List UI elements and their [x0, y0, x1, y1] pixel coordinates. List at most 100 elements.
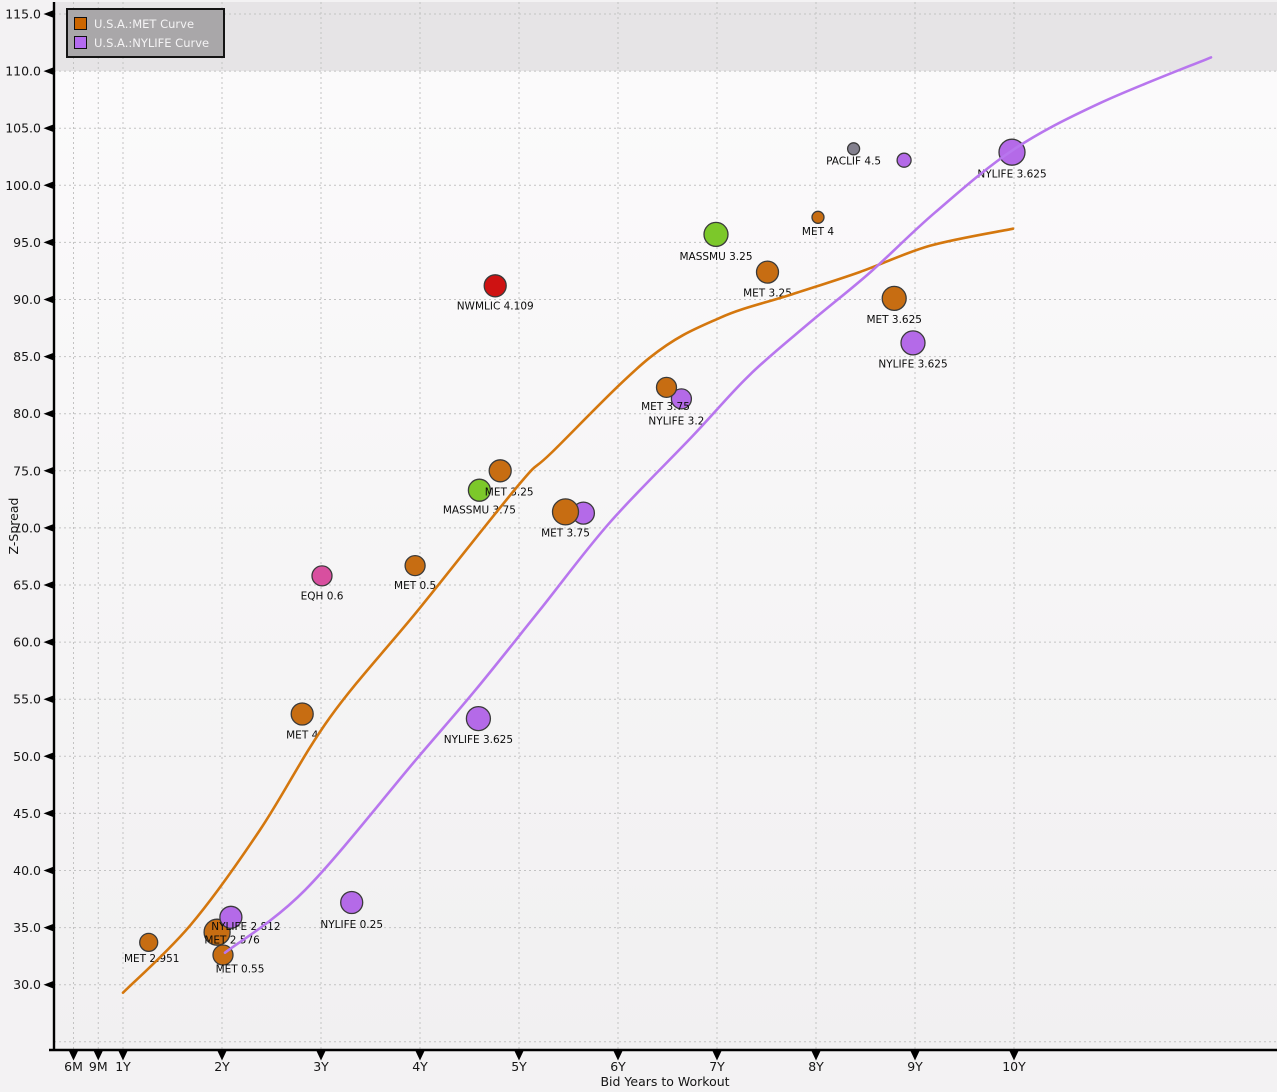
- point-label-met-4: MET 4: [286, 730, 318, 742]
- y-tick-arrow-110: [43, 67, 54, 76]
- data-point-met-3-25[interactable]: [755, 260, 780, 284]
- point-label-nylife-3-625: NYLIFE 3.625: [444, 734, 513, 746]
- y-tick-arrow-105: [43, 124, 54, 133]
- point-label-paclif-4-5: PACLIF 4.5: [826, 155, 881, 167]
- curve-met: [121, 227, 1015, 994]
- y-tick-label-100: 100.0: [5, 178, 41, 193]
- met-curve-swatch: [74, 17, 87, 30]
- data-point-nylife-3-2[interactable]: [670, 388, 693, 410]
- data-point-met-4[interactable]: [811, 210, 825, 224]
- data-point-nylife-2-812[interactable]: [219, 905, 243, 929]
- x-tick-label-2Y: 2Y: [214, 1059, 230, 1074]
- legend-item-nylife[interactable]: U.S.A.:NYLIFE Curve: [74, 35, 217, 51]
- y-tick-label-65: 65.0: [13, 578, 41, 593]
- y-tick-label-50: 50.0: [13, 749, 41, 764]
- y-tick-label-35: 35.0: [13, 920, 41, 935]
- y-tick-label-70: 70.0: [13, 520, 41, 535]
- y-tick-label-110: 110.0: [5, 64, 41, 79]
- x-tick-arrow-4Y: [415, 1051, 425, 1061]
- x-tick-label-9M: 9M: [89, 1059, 108, 1074]
- y-tick-arrow-115: [43, 10, 54, 18]
- x-tick-arrow-1Y: [118, 1051, 128, 1061]
- data-point-met-2-951[interactable]: [139, 932, 159, 953]
- data-point-nylife-3-625[interactable]: [998, 138, 1026, 166]
- data-point-met-3-25[interactable]: [488, 459, 512, 483]
- nylife-curve-swatch: [74, 36, 87, 49]
- y-tick-arrow-35: [43, 923, 54, 932]
- point-label-nylife-3-625: NYLIFE 3.625: [977, 169, 1046, 181]
- data-point-nylife-20[interactable]: [896, 152, 912, 168]
- point-label-met-0-5: MET 0.5: [394, 580, 436, 592]
- y-tick-label-90: 90.0: [13, 292, 41, 307]
- y-tick-arrow-30: [43, 980, 54, 989]
- y-tick-arrow-40: [43, 866, 54, 875]
- top-band: [54, 2, 1277, 72]
- point-label-met-2-576: MET 2.576: [204, 935, 260, 947]
- y-tick-label-75: 75.0: [13, 463, 41, 478]
- data-point-nylife-3-625[interactable]: [465, 705, 492, 732]
- y-tick-arrow-90: [43, 295, 54, 304]
- x-tick-label-9Y: 9Y: [907, 1059, 923, 1074]
- y-tick-arrow-100: [43, 181, 54, 190]
- y-tick-arrow-55: [43, 695, 54, 704]
- x-tick-label-7Y: 7Y: [709, 1059, 725, 1074]
- point-label-met-3-25: MET 3.25: [485, 486, 534, 498]
- data-point-paclif-4-5[interactable]: [846, 142, 861, 156]
- point-label-nylife-2-812: NYLIFE 2.812: [211, 921, 280, 933]
- point-label-massmu-3-75: MASSMU 3.75: [443, 505, 516, 517]
- x-tick-label-6Y: 6Y: [610, 1059, 626, 1074]
- x-tick-label-1Y: 1Y: [115, 1059, 131, 1074]
- y-tick-arrow-45: [43, 809, 54, 818]
- x-tick-arrow-7Y: [712, 1051, 722, 1061]
- x-tick-label-6M: 6M: [64, 1059, 83, 1074]
- x-tick-label-3Y: 3Y: [313, 1059, 329, 1074]
- x-tick-arrow-8Y: [811, 1051, 821, 1061]
- x-tick-label-8Y: 8Y: [808, 1059, 824, 1074]
- data-point-massmu-3-75[interactable]: [467, 478, 492, 502]
- x-axis-title: Bid Years to Workout: [600, 1074, 730, 1089]
- point-label-eqh-0-6: EQH 0.6: [301, 590, 344, 602]
- y-tick-arrow-50: [43, 752, 54, 761]
- data-point-met-3-75[interactable]: [551, 498, 580, 526]
- plot-background: [54, 2, 1277, 1050]
- data-point-nylife-3-625[interactable]: [900, 330, 926, 356]
- y-tick-label-60: 60.0: [13, 635, 41, 650]
- data-point-met-3-625[interactable]: [881, 285, 907, 312]
- x-tick-arrow-6Y: [613, 1051, 623, 1061]
- data-point-met-3-75[interactable]: [655, 376, 678, 399]
- y-tick-arrow-85: [43, 352, 54, 361]
- x-tick-label-10Y: 10Y: [1002, 1059, 1026, 1074]
- y-tick-label-55: 55.0: [13, 692, 41, 707]
- legend: U.S.A.:MET Curve U.S.A.:NYLIFE Curve: [66, 8, 225, 58]
- y-tick-arrow-80: [43, 409, 54, 418]
- y-tick-label-115: 115.0: [5, 7, 41, 22]
- data-point-met-0-5[interactable]: [404, 554, 426, 577]
- x-tick-label-4Y: 4Y: [412, 1059, 428, 1074]
- point-label-nylife-3-625: NYLIFE 3.625: [878, 358, 947, 370]
- y-axis-title: Z-Spread: [6, 497, 21, 555]
- y-tick-label-40: 40.0: [13, 863, 41, 878]
- x-tick-arrow-3Y: [316, 1051, 326, 1061]
- point-label-met-3-25: MET 3.25: [743, 288, 792, 300]
- y-tick-arrow-70: [43, 523, 54, 532]
- point-label-nylife-0-25: NYLIFE 0.25: [320, 919, 383, 931]
- x-tick-arrow-6M: [69, 1051, 78, 1061]
- y-tick-arrow-95: [43, 238, 54, 247]
- y-tick-arrow-65: [43, 581, 54, 589]
- point-label-met-2-951: MET 2.951: [124, 953, 180, 965]
- data-point-nylife-0-25[interactable]: [340, 890, 364, 915]
- y-tick-arrow-60: [43, 638, 54, 647]
- legend-item-met[interactable]: U.S.A.:MET Curve: [74, 16, 217, 32]
- data-point-massmu-3-25[interactable]: [703, 221, 729, 248]
- data-point-nwmlic-4-109[interactable]: [483, 274, 507, 298]
- data-point-met-4[interactable]: [290, 702, 314, 726]
- legend-label-met: U.S.A.:MET Curve: [94, 16, 195, 31]
- y-tick-label-80: 80.0: [13, 406, 41, 421]
- point-label-massmu-3-25: MASSMU 3.25: [679, 251, 752, 263]
- data-point-eqh-0-6[interactable]: [311, 565, 333, 587]
- y-tick-label-85: 85.0: [13, 349, 41, 364]
- x-tick-arrow-5Y: [514, 1051, 524, 1061]
- point-label-met-3-625: MET 3.625: [866, 314, 922, 326]
- point-label-met-3-75: MET 3.75: [641, 401, 690, 413]
